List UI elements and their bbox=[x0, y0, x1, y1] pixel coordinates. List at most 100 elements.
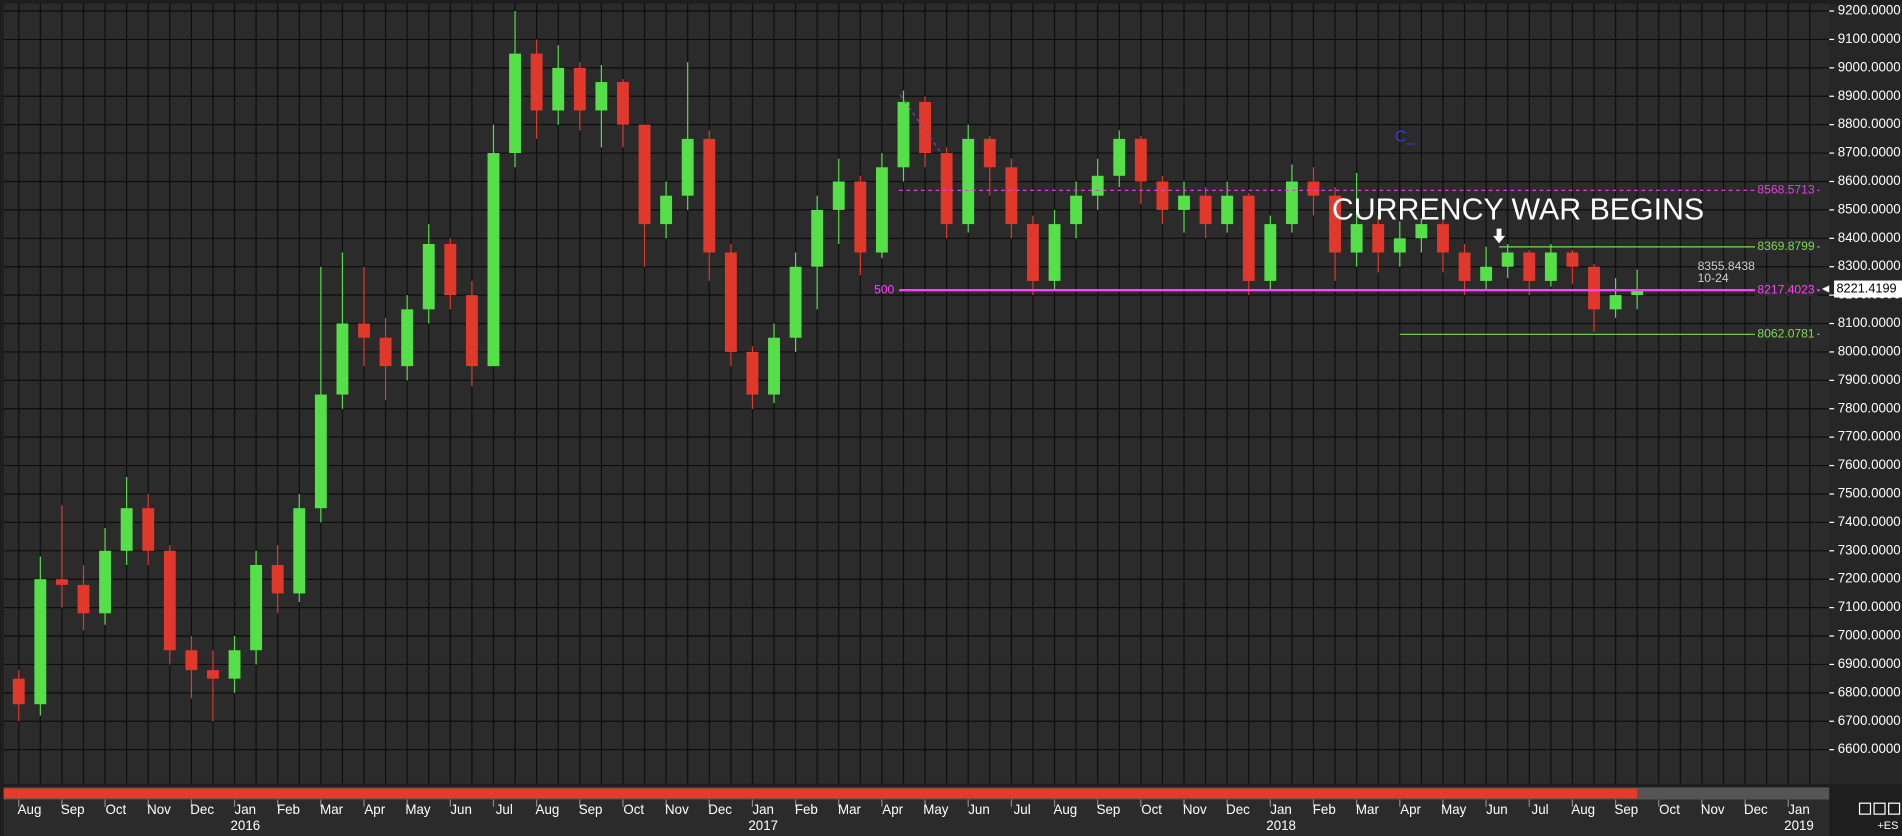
candle-body bbox=[897, 101, 910, 168]
candle-body bbox=[1437, 224, 1449, 253]
x-tick-label: Oct bbox=[1659, 802, 1680, 817]
y-tick-label: 7600.0000 bbox=[1838, 457, 1901, 472]
x-tick-label: Oct bbox=[623, 802, 644, 817]
y-tick-label: 6800.0000 bbox=[1838, 684, 1901, 699]
candle-body bbox=[271, 565, 284, 594]
candle-body bbox=[1134, 138, 1147, 182]
x-tick-label: Oct bbox=[1141, 802, 1162, 817]
y-tick-label: 9200.0000 bbox=[1838, 3, 1901, 18]
level-label-bg bbox=[1754, 239, 1818, 254]
candle-body bbox=[1372, 224, 1385, 253]
candle-body bbox=[552, 67, 565, 111]
x-tick-label: Mar bbox=[838, 802, 862, 817]
level-label: 8369.8799 bbox=[1757, 239, 1815, 253]
candle-body bbox=[746, 351, 759, 395]
candle-body bbox=[530, 53, 543, 111]
candle-body bbox=[854, 181, 867, 253]
window-button bbox=[1888, 802, 1901, 815]
last-price-label: 8221.4199 bbox=[1836, 280, 1896, 295]
y-tick-label: 8600.0000 bbox=[1838, 173, 1901, 188]
level-label: 8217.4023 bbox=[1757, 282, 1815, 296]
x-tick-label: Sep bbox=[579, 802, 603, 817]
candle-body bbox=[617, 82, 629, 125]
x-tick-label: Jul bbox=[1532, 802, 1549, 817]
year-label: 2019 bbox=[1784, 818, 1814, 833]
x-tick-label: Dec bbox=[708, 802, 732, 817]
candle-body bbox=[573, 67, 586, 111]
x-tick-label: Jan bbox=[752, 802, 773, 817]
x-tick-label: Jun bbox=[450, 802, 471, 817]
candle-body bbox=[983, 138, 996, 168]
candle-body bbox=[1178, 195, 1190, 210]
candle-body bbox=[1091, 175, 1104, 196]
candle-body bbox=[703, 138, 716, 253]
candle-body bbox=[768, 337, 780, 395]
y-tick-label: 7200.0000 bbox=[1838, 571, 1901, 586]
overlays: 8568.5713 8369.8799 8217.4023 500 8062.0781 8… bbox=[874, 182, 1820, 341]
price-note-date: 10-24 bbox=[1698, 271, 1729, 285]
candle-body bbox=[34, 579, 47, 705]
level-label: 8062.0781 bbox=[1757, 326, 1815, 340]
y-tick-label: 7400.0000 bbox=[1838, 514, 1901, 529]
x-tick-label: Oct bbox=[105, 802, 126, 817]
x-tick-label: Sep bbox=[61, 802, 85, 817]
x-tick-label: Dec bbox=[190, 802, 214, 817]
candle-body bbox=[99, 550, 111, 614]
candle-body bbox=[1393, 238, 1406, 253]
candle-body bbox=[487, 153, 500, 367]
candle-body bbox=[595, 82, 608, 111]
y-tick-label: 8800.0000 bbox=[1838, 116, 1901, 131]
candle-body bbox=[314, 394, 327, 509]
candle-body bbox=[120, 508, 133, 551]
candle-body bbox=[789, 266, 802, 338]
candle-body bbox=[832, 181, 845, 210]
x-tick-label: Nov bbox=[147, 802, 171, 817]
candle-body bbox=[1264, 224, 1277, 281]
x-tick-label: Jun bbox=[1486, 802, 1507, 817]
candle-body bbox=[1048, 224, 1061, 281]
x-tick-label: Mar bbox=[320, 802, 344, 817]
x-tick-label: Sep bbox=[1097, 802, 1121, 817]
price-note: 8355.8438 bbox=[1698, 259, 1756, 273]
x-tick-label: Jun bbox=[968, 802, 989, 817]
candle-body bbox=[142, 508, 155, 551]
candle-body bbox=[875, 167, 888, 253]
y-tick-label: 6600.0000 bbox=[1838, 741, 1901, 756]
candle-body bbox=[1415, 224, 1428, 239]
grid bbox=[3, 3, 1830, 784]
x-tick-label: Sep bbox=[1615, 802, 1639, 817]
candle-body bbox=[1329, 195, 1341, 253]
y-tick-label: 7500.0000 bbox=[1838, 486, 1901, 501]
y-tick-label: 6900.0000 bbox=[1838, 656, 1901, 671]
y-tick-label: 7800.0000 bbox=[1838, 400, 1901, 415]
candle-body bbox=[1631, 289, 1644, 296]
window-button bbox=[1873, 802, 1886, 815]
candle-body bbox=[724, 252, 737, 352]
year-label: 2017 bbox=[748, 818, 778, 833]
y-tick-label: 8000.0000 bbox=[1838, 343, 1901, 358]
y-tick-label: 7700.0000 bbox=[1838, 429, 1901, 444]
x-tick-label: Jan bbox=[1270, 802, 1291, 817]
x-tick-label: Apr bbox=[364, 802, 385, 817]
x-tick-label: Aug bbox=[1571, 802, 1595, 817]
candle-body bbox=[681, 138, 694, 196]
candle-body bbox=[1480, 266, 1493, 281]
x-tick-label: Jul bbox=[1014, 802, 1031, 817]
level-label: 8568.5713 bbox=[1757, 183, 1815, 197]
candle-body bbox=[358, 323, 370, 338]
candle-body bbox=[163, 550, 176, 651]
y-tick-label: 9000.0000 bbox=[1838, 59, 1901, 74]
x-tick-label: Feb bbox=[277, 802, 300, 817]
x-tick-label: Nov bbox=[665, 802, 689, 817]
candle-body bbox=[336, 323, 349, 395]
trend-line bbox=[899, 94, 942, 154]
y-tick-label: 8500.0000 bbox=[1838, 201, 1901, 216]
candle-body bbox=[293, 508, 306, 594]
candle-body bbox=[1350, 224, 1363, 253]
y-tick-label: 6700.0000 bbox=[1838, 713, 1901, 728]
x-tick-label: Nov bbox=[1183, 802, 1207, 817]
candle-body bbox=[250, 565, 263, 651]
x-tick-label: May bbox=[1441, 802, 1467, 817]
